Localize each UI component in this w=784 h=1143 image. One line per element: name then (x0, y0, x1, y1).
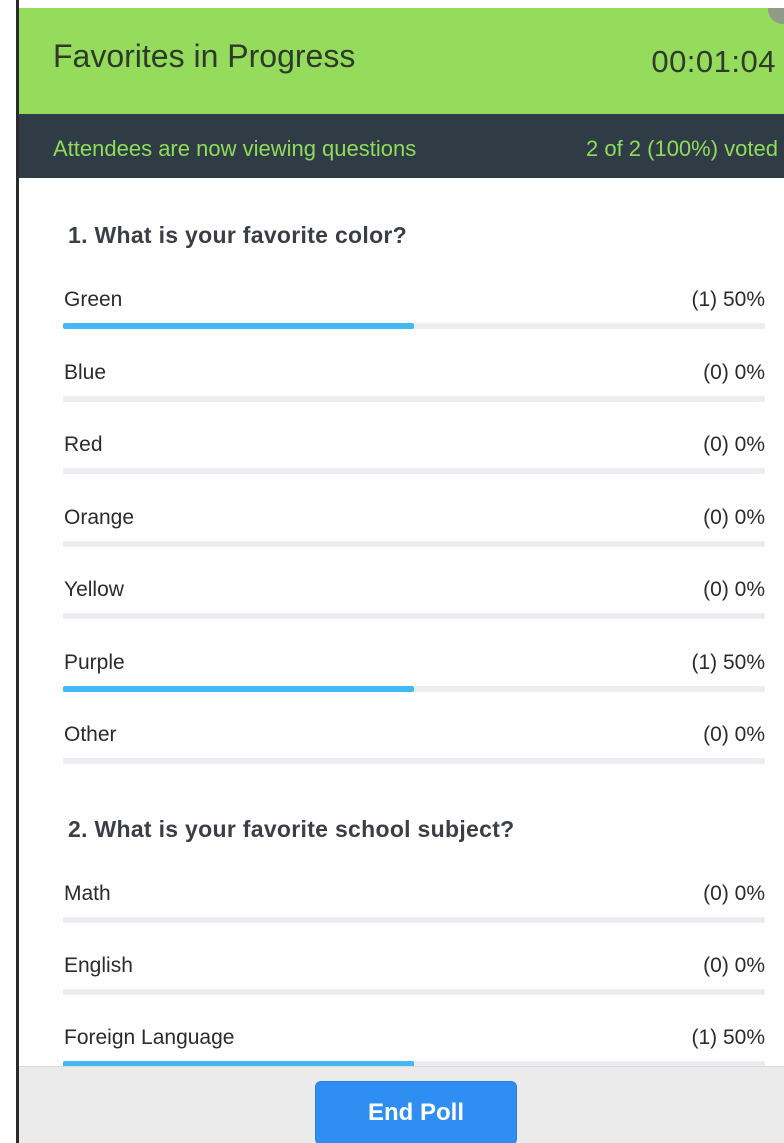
answer-row: Blue (0) 0% (63, 361, 765, 411)
answer-label: Math (64, 882, 111, 905)
poll-window: Favorites in Progress 00:01:04 Attendees… (19, 8, 784, 1143)
answer-bar-track (63, 1061, 765, 1066)
poll-header: Favorites in Progress 00:01:04 (19, 8, 784, 114)
question-title: 2. What is your favorite school subject? (68, 816, 515, 842)
answer-bar-track (63, 541, 765, 547)
answer-bar-track (63, 396, 765, 402)
end-poll-button[interactable]: End Poll (315, 1081, 517, 1143)
answer-label: English (64, 954, 133, 977)
answer-result: (0) 0% (703, 723, 765, 746)
poll-results[interactable]: 1. What is your favorite color? Green (1… (19, 178, 784, 1066)
window-control-icon[interactable] (768, 8, 784, 24)
answer-row: English (0) 0% (63, 954, 765, 1004)
answer-result: (1) 50% (691, 288, 765, 311)
answer-label: Purple (64, 651, 125, 674)
answer-result: (0) 0% (703, 954, 765, 977)
answer-row: Purple (1) 50% (63, 651, 765, 701)
answer-result: (0) 0% (703, 882, 765, 905)
poll-timer: 00:01:04 (651, 44, 776, 79)
answer-label: Green (64, 288, 123, 311)
answer-result: (1) 50% (691, 1026, 765, 1049)
answer-bar-track (63, 686, 765, 692)
answer-bar-fill (63, 686, 414, 692)
answer-row: Green (1) 50% (63, 288, 765, 338)
answer-label: Other (64, 723, 117, 746)
answer-bar-track (63, 917, 765, 923)
answer-row: Other (0) 0% (63, 723, 765, 773)
answer-row: Yellow (0) 0% (63, 578, 765, 628)
vote-count: 2 of 2 (100%) voted (585, 136, 778, 161)
answer-label: Red (64, 433, 103, 456)
answer-bar-fill (63, 1061, 414, 1066)
window-border (16, 0, 19, 1143)
answer-label: Foreign Language (64, 1026, 235, 1049)
answer-row: Red (0) 0% (63, 433, 765, 483)
answer-label: Yellow (64, 578, 124, 601)
answer-label: Blue (64, 361, 107, 384)
answer-result: (1) 50% (691, 651, 765, 674)
question-title: 1. What is your favorite color? (68, 222, 408, 248)
answer-bar-track (63, 468, 765, 474)
answer-bar-track (63, 613, 765, 619)
answer-bar-fill (63, 323, 414, 329)
status-message: Attendees are now viewing questions (53, 136, 417, 161)
poll-title: Favorites in Progress (53, 38, 356, 74)
answer-bar-track (63, 758, 765, 764)
answer-row: Foreign Language (1) 50% (63, 1026, 765, 1066)
answer-result: (0) 0% (703, 506, 765, 529)
answer-result: (0) 0% (703, 361, 765, 384)
answer-bar-track (63, 323, 765, 329)
background-edge (0, 0, 18, 1143)
answer-label: Orange (64, 506, 135, 529)
answer-row: Orange (0) 0% (63, 506, 765, 556)
answer-result: (0) 0% (703, 578, 765, 601)
poll-footer: End Poll (19, 1066, 784, 1143)
answer-result: (0) 0% (703, 433, 765, 456)
status-bar: Attendees are now viewing questions 2 of… (19, 114, 784, 178)
answer-bar-track (63, 989, 765, 995)
answer-row: Math (0) 0% (63, 882, 765, 932)
